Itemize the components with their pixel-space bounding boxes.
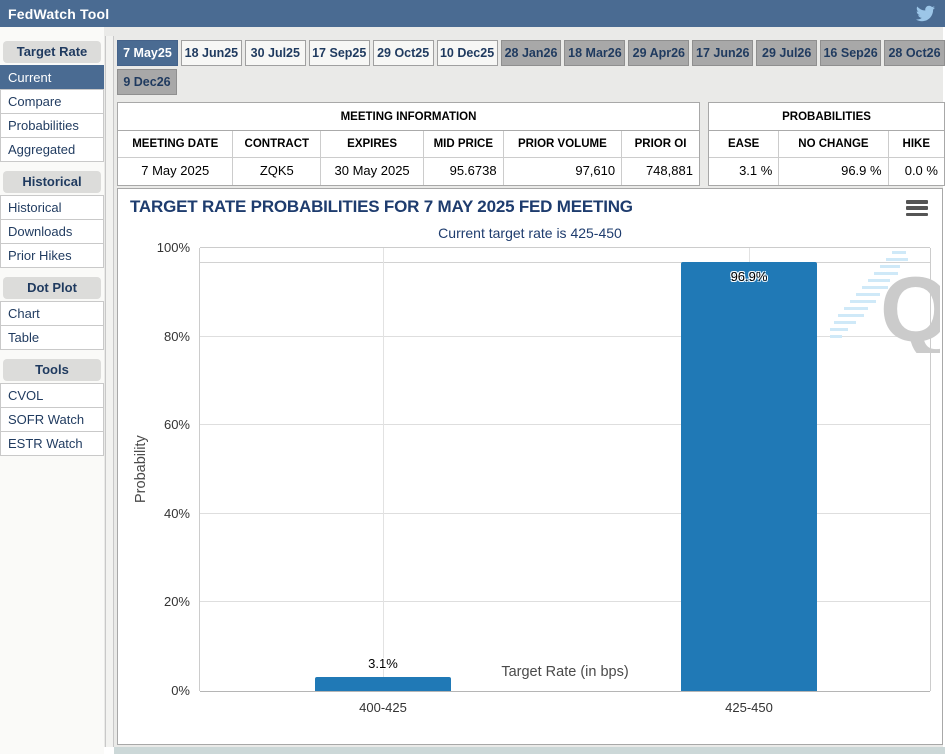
y-tick-label-20-: 20%	[163, 594, 190, 610]
current-level-line	[200, 261, 930, 263]
y-tick-label-40-: 40%	[163, 505, 190, 521]
sidebar-item-downloads[interactable]: Downloads	[0, 219, 104, 244]
y-tick-label-0-: 0%	[171, 683, 190, 698]
quikstrike-watermark-icon: Q	[830, 249, 945, 361]
sidebar-section-header-historical: Historical	[3, 171, 101, 193]
chart-subtitle: Current target rate is 425-450	[438, 225, 622, 241]
x-tick-label-425-450: 425-450	[725, 700, 773, 715]
sidebar-section-header-dot-plot: Dot Plot	[3, 277, 101, 299]
sidebar-item-prior-hikes[interactable]: Prior Hikes	[0, 243, 104, 268]
bar-value-label-425-450: 96.9%	[730, 268, 768, 284]
column-header-contract: CONTRACT	[232, 131, 320, 158]
bar-400-425[interactable]	[315, 677, 451, 691]
app-header: FedWatch Tool	[0, 0, 945, 27]
meeting-date-tabs-row-2: 9 Dec26	[117, 69, 945, 95]
sidebar: Target Rate Current Compare Probabilities Ag…	[0, 27, 104, 754]
sidebar-item-estr-watch[interactable]: ESTR Watch	[0, 431, 104, 456]
tab-16-sep26[interactable]: 16 Sep26	[820, 40, 882, 66]
sidebar-section-header-target-rate: Target Rate	[3, 41, 101, 63]
plot-area: 0% 20% 40% 60% 80% 100% 3.1% 400-425 96.9% 425-45…	[157, 241, 931, 715]
tab-17-jun26[interactable]: 17 Jun26	[692, 40, 754, 66]
cell-no-change: 96.9 %	[778, 158, 887, 185]
tab-17-sep25[interactable]: 17 Sep25	[308, 40, 370, 66]
cell-prior-volume: 97,610	[502, 158, 622, 185]
sidebar-item-sofr-watch[interactable]: SOFR Watch	[0, 407, 104, 432]
meeting-information-value-row: 7 May 2025 ZQK5 30 May 2025 95.6738 97,610 74…	[118, 158, 699, 185]
tab-18-mar26[interactable]: 18 Mar26	[564, 40, 626, 66]
tab-29-apr26[interactable]: 29 Apr26	[628, 40, 690, 66]
tab-29-oct25[interactable]: 29 Oct25	[372, 40, 434, 66]
target-rate-chart-panel: TARGET RATE PROBABILITIES FOR 7 MAY 2025…	[117, 188, 945, 745]
probabilities-panel: PROBABILITIES EASE NO CHANGE HIKE 3.1 % 96.…	[708, 102, 945, 186]
gridline-0-	[200, 691, 930, 692]
column-header-no-change: NO CHANGE	[778, 131, 887, 158]
column-header-hike: HIKE	[887, 131, 944, 158]
meeting-information-panel: MEETING INFORMATION MEETING DATE CONTRACT…	[117, 102, 700, 186]
tab-28-oct26[interactable]: 28 Oct26	[884, 40, 945, 66]
bar-425-450[interactable]	[681, 261, 817, 691]
sidebar-item-historical[interactable]: Historical	[0, 195, 104, 220]
sidebar-item-table[interactable]: Table	[0, 325, 104, 350]
column-header-mid-price: MID PRICE	[423, 131, 503, 158]
tab-9-dec26[interactable]: 9 Dec26	[117, 69, 177, 95]
probabilities-title: PROBABILITIES	[709, 103, 944, 131]
tab-30-jul25[interactable]: 30 Jul25	[244, 40, 306, 66]
cell-mid-price: 95.6738	[423, 158, 503, 185]
x-axis-title: Target Rate (in bps)	[501, 664, 629, 680]
cell-contract: ZQK5	[232, 158, 320, 185]
cell-hike: 0.0 %	[887, 158, 944, 185]
gridline-20-	[200, 601, 930, 603]
cell-expires: 30 May 2025	[320, 158, 423, 185]
y-tick-label-60-: 60%	[163, 417, 190, 433]
column-header-ease: EASE	[727, 138, 760, 150]
gridline-60-	[200, 424, 930, 426]
gridline-100-	[200, 247, 930, 248]
bottom-strip	[114, 747, 945, 754]
bar-value-label-400-425: 3.1%	[368, 656, 398, 672]
gridline-40-	[200, 512, 930, 514]
tab-7-may25[interactable]: 7 May25	[117, 40, 178, 66]
y-tick-label-100-: 100%	[156, 240, 190, 255]
tab-28-jan26[interactable]: 28 Jan26	[500, 40, 562, 66]
probabilities-header-row: EASE NO CHANGE HIKE	[709, 131, 944, 158]
tab-10-dec25[interactable]: 10 Dec25	[436, 40, 498, 66]
sidebar-item-probabilities[interactable]: Probabilities	[0, 113, 104, 138]
meeting-information-title: MEETING INFORMATION	[118, 103, 699, 131]
y-tick-label-80-: 80%	[163, 328, 190, 344]
y-axis-title: Probability	[133, 435, 149, 503]
x-tick-label-400-425: 400-425	[359, 700, 407, 715]
column-header-meeting-date: MEETING DATE	[132, 138, 219, 150]
meeting-date-tabs-row-1: 7 May25 18 Jun25 30 Jul25 17 Sep25 29 Oct25 1…	[117, 40, 945, 66]
probabilities-value-row: 3.1 % 96.9 % 0.0 %	[709, 158, 944, 185]
x-gridline-400-425	[382, 248, 384, 691]
app-title: FedWatch Tool	[8, 5, 110, 22]
sidebar-item-current[interactable]: Current	[0, 65, 104, 90]
cell-meeting-date: 7 May 2025	[141, 163, 210, 178]
column-header-prior-volume: PRIOR VOLUME	[502, 131, 622, 158]
vertical-scrollbar[interactable]	[105, 36, 114, 747]
tab-18-jun25[interactable]: 18 Jun25	[180, 40, 242, 66]
sidebar-section-header-tools: Tools	[3, 359, 101, 381]
gridline-80-	[200, 335, 930, 337]
chart-title: TARGET RATE PROBABILITIES FOR 7 MAY 2025…	[130, 197, 633, 216]
cell-ease: 3.1 %	[739, 163, 773, 178]
sidebar-item-chart[interactable]: Chart	[0, 301, 104, 326]
column-header-prior-oi: PRIOR OI	[621, 131, 699, 158]
sidebar-item-cvol[interactable]: CVOL	[0, 383, 104, 408]
meeting-information-header-row: MEETING DATE CONTRACT EXPIRES MID PRICE PRIO…	[118, 131, 699, 158]
column-header-expires: EXPIRES	[320, 131, 423, 158]
sidebar-item-compare[interactable]: Compare	[0, 89, 104, 114]
svg-text:Q: Q	[880, 259, 940, 353]
cell-prior-oi: 748,881	[621, 158, 699, 185]
chart-menu-hamburger-icon[interactable]	[906, 200, 928, 216]
sidebar-item-aggregated[interactable]: Aggregated	[0, 137, 104, 162]
twitter-icon[interactable]	[916, 4, 935, 23]
tab-29-jul26[interactable]: 29 Jul26	[756, 40, 818, 66]
